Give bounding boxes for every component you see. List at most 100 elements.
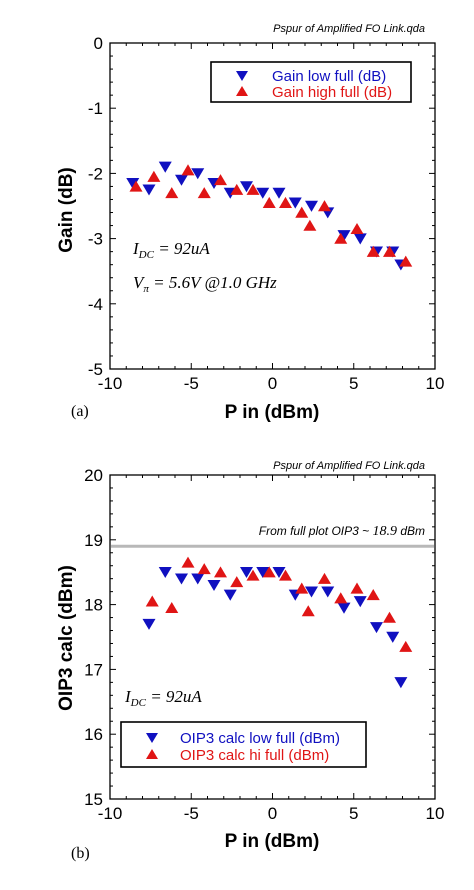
chart-b-x-tick-label: -10 [98,804,123,823]
chart-a-y-tick-label: 0 [94,34,103,53]
chart-b-high-point [318,572,331,584]
chart-a-legend-high-marker [236,86,248,96]
chart-b-high-point [279,569,292,581]
chart-b-low-point [370,622,383,634]
chart-a-x-tick-label: 0 [268,374,277,393]
chart-a-high-point [181,164,195,176]
chart-b-data-points [142,556,413,689]
chart-b-x-tick-label: -5 [184,804,199,823]
chart-b-high-point [197,563,211,575]
chart-b-low-point [240,567,253,579]
chart-a-high-point [350,222,364,235]
chart-a-panel-label: (a) [71,403,89,420]
chart-a-high-point [230,183,244,195]
chart-a-file-label: Pspur of Amplified FO Link.qda [273,23,425,35]
chart-b-y-tick-label: 16 [84,725,103,744]
chart-a-high-point [399,255,413,267]
chart-a-x-tick-label: -5 [184,374,199,393]
chart-b-high-point [383,611,396,623]
chart-a-vpi-annotation: Vπ = 5.6V @1.0 GHz [133,273,277,295]
chart-a-low-point [240,181,253,193]
chart-b-legend-high-label: OIP3 calc hi full (dBm) [180,747,329,764]
chart-a-y-tick-label: -4 [88,295,103,314]
chart-a-low-point [305,200,318,212]
chart-b-low-point [272,567,286,579]
chart-a-high-point [129,180,143,192]
oip3-chart: Pspur of Amplified FO Link.qda From full… [56,460,444,862]
chart-b-low-point [207,579,221,592]
chart-b-file-label: Pspur of Amplified FO Link.qda [273,460,425,472]
chart-b-y-axis-label: OIP3 calc (dBm) [56,565,77,711]
chart-b-reference-label: From full plot OIP3 ~ 18.9 dBm [259,524,425,539]
chart-a-ticks: -10 -5 0 5 100-1-2-3-4-5 [88,34,445,393]
chart-b-high-point [334,592,348,604]
chart-b-x-tick-label: 0 [268,804,277,823]
chart-b-high-point [350,582,364,594]
chart-a-idc-annotation: IDC = 92uA [132,239,210,261]
chart-a-high-point [197,187,211,199]
chart-b-low-point [321,586,335,598]
chart-b-high-point [262,566,276,578]
gain-chart: Pspur of Amplified FO Link.qda -10 -5 0 5 10… [56,23,444,423]
chart-b-y-tick-label: 17 [84,660,103,679]
chart-a-high-point [246,183,260,195]
chart-b-high-point [181,556,195,568]
chart-a-low-point [256,187,270,199]
chart-b-low-point [305,586,318,598]
chart-b-low-point [142,618,156,630]
chart-b-low-point [223,589,237,601]
chart-a-high-point [303,219,317,231]
chart-b-legend-low-label: OIP3 calc low full (dBm) [180,730,340,747]
chart-a-legend-low-label: Gain low full (dB) [272,68,386,85]
chart-b-y-tick-label: 20 [84,466,103,485]
chart-b-legend-high-marker [146,749,158,759]
chart-b-y-tick-label: 19 [84,531,103,550]
chart-a-low-point [272,187,286,199]
chart-a-x-axis-label: P in (dBm) [225,402,320,423]
chart-b-legend-low-marker [146,733,158,743]
chart-a-y-axis-label: Gain (dB) [56,167,77,253]
chart-b-high-point [230,576,244,588]
chart-b-low-point [353,596,367,608]
chart-b-panel-label: (b) [71,845,90,862]
chart-a-x-tick-label: -10 [98,374,123,393]
chart-a-low-point [175,174,188,186]
chart-b-high-point [246,569,260,581]
chart-b-idc-annotation: IDC = 92uA [124,687,202,709]
chart-b-low-point [394,677,408,689]
chart-b-low-point [256,567,270,579]
chart-a-high-point [383,245,396,257]
chart-a-low-point [142,184,156,196]
chart-b-x-tick-label: 5 [349,804,358,823]
chart-b-high-point [366,589,380,601]
chart-b-low-point [191,573,205,585]
chart-a-high-point [295,206,309,218]
chart-b-high-point [214,566,227,578]
chart-a-high-point [366,245,380,257]
chart-b-low-point [175,573,188,585]
chart-a-legend: Gain low full (dB) Gain high full (dB) [210,61,412,103]
chart-a-high-point [214,174,227,186]
chart-a-x-tick-label: 10 [426,374,445,393]
chart-b-y-tick-label: 18 [84,596,103,615]
chart-a-y-tick-label: -2 [88,164,103,183]
chart-b-legend: OIP3 calc low full (dBm) OIP3 calc hi fu… [120,721,367,768]
chart-b-legend-box [120,721,367,768]
chart-b-low-point [337,602,351,614]
chart-b-low-point [158,567,172,579]
chart-b-x-axis-label: P in (dBm) [225,831,320,852]
chart-a-low-point [353,233,367,245]
chart-b-high-point [295,582,309,594]
chart-b-high-point [301,605,315,617]
chart-b-high-point [399,640,413,652]
chart-a-legend-low-marker [236,71,248,81]
chart-a-x-tick-label: 5 [349,374,358,393]
chart-a-low-point [158,161,172,173]
chart-a-high-point [262,196,276,208]
chart-a-high-point [334,232,348,244]
chart-b-low-point [386,631,400,643]
chart-b-ticks: -10 -5 0 5 10 20 19 18 17 16 15 [84,466,444,823]
chart-a-high-point [318,200,331,212]
chart-b-high-point [165,601,179,614]
